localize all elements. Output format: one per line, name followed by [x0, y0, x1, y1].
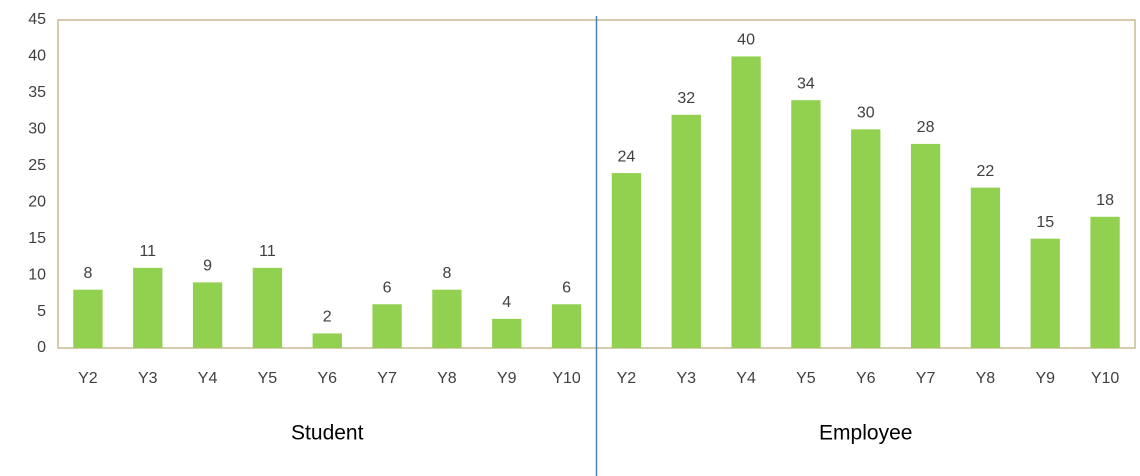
- data-label: 22: [977, 163, 995, 180]
- x-tick-label: Y3: [138, 370, 158, 387]
- bar: [73, 289, 103, 348]
- group-label: Student: [291, 422, 364, 445]
- data-label: 8: [442, 265, 451, 282]
- bar: [970, 187, 1001, 348]
- x-tick-label: Y9: [1035, 370, 1055, 387]
- y-tick-label: 15: [28, 230, 46, 247]
- data-label: 28: [917, 119, 935, 136]
- x-tick-label: Y3: [676, 370, 696, 387]
- x-tick-label: Y2: [78, 370, 98, 387]
- bar: [671, 114, 701, 348]
- x-tick-label: Y7: [377, 370, 397, 387]
- x-tick-label: Y4: [198, 370, 218, 387]
- y-tick-label: 40: [28, 48, 46, 65]
- bar: [133, 267, 163, 348]
- data-label: 32: [677, 90, 695, 107]
- y-tick-label: 10: [28, 266, 46, 283]
- bar: [312, 333, 342, 348]
- y-tick-label: 0: [37, 339, 46, 356]
- x-tick-label: Y5: [258, 370, 278, 387]
- bar: [1030, 238, 1060, 348]
- x-tick-label: Y8: [437, 370, 457, 387]
- bar: [252, 267, 283, 348]
- x-tick-label: Y10: [552, 370, 581, 387]
- bar: [192, 282, 223, 348]
- bar: [551, 304, 582, 348]
- x-tick-label: Y5: [796, 370, 816, 387]
- bar: [791, 100, 821, 348]
- y-tick-label: 30: [28, 121, 46, 138]
- bar: [432, 289, 462, 348]
- data-label: 8: [83, 265, 92, 282]
- data-label: 6: [383, 279, 392, 296]
- y-tick-label: 5: [37, 303, 46, 320]
- x-tick-label: Y2: [617, 370, 637, 387]
- bar: [731, 56, 761, 348]
- data-label: 30: [857, 105, 875, 122]
- bar: [492, 318, 522, 348]
- bar: [372, 304, 402, 348]
- x-tick-label: Y6: [317, 370, 337, 387]
- data-label: 9: [203, 258, 212, 275]
- x-tick-label: Y10: [1091, 370, 1120, 387]
- bar: [910, 143, 941, 348]
- data-label: 2: [323, 309, 332, 326]
- x-tick-label: Y7: [916, 370, 936, 387]
- data-label: 6: [562, 279, 571, 296]
- data-label: 15: [1036, 214, 1054, 231]
- data-label: 40: [737, 32, 755, 49]
- data-label: 18: [1096, 192, 1114, 209]
- data-label: 11: [259, 243, 276, 260]
- data-label: 24: [618, 148, 636, 165]
- y-tick-label: 25: [28, 157, 46, 174]
- x-tick-label: Y6: [856, 370, 876, 387]
- x-tick-label: Y8: [976, 370, 996, 387]
- group-label: Employee: [819, 422, 912, 445]
- bar: [611, 173, 642, 348]
- data-label: 11: [139, 243, 156, 260]
- data-label: 34: [797, 75, 815, 92]
- y-tick-label: 20: [28, 193, 46, 210]
- x-tick-label: Y9: [497, 370, 517, 387]
- y-tick-label: 35: [28, 84, 46, 101]
- x-tick-label: Y4: [736, 370, 756, 387]
- data-label: 4: [502, 294, 511, 311]
- bar: [851, 129, 881, 348]
- y-tick-label: 45: [28, 11, 46, 28]
- bar: [1090, 216, 1120, 348]
